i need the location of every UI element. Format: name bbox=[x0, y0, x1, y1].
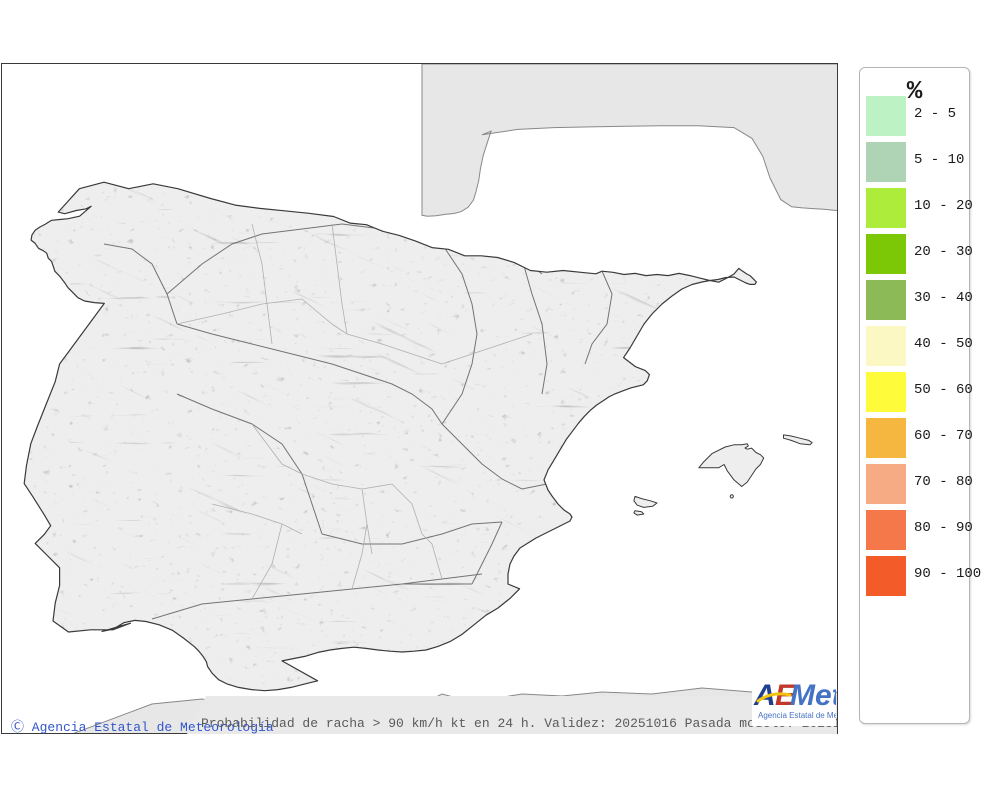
svg-text:Met: Met bbox=[790, 679, 836, 712]
svg-text:Agencia Estatal de Meteorologí: Agencia Estatal de Meteorología bbox=[758, 711, 836, 720]
